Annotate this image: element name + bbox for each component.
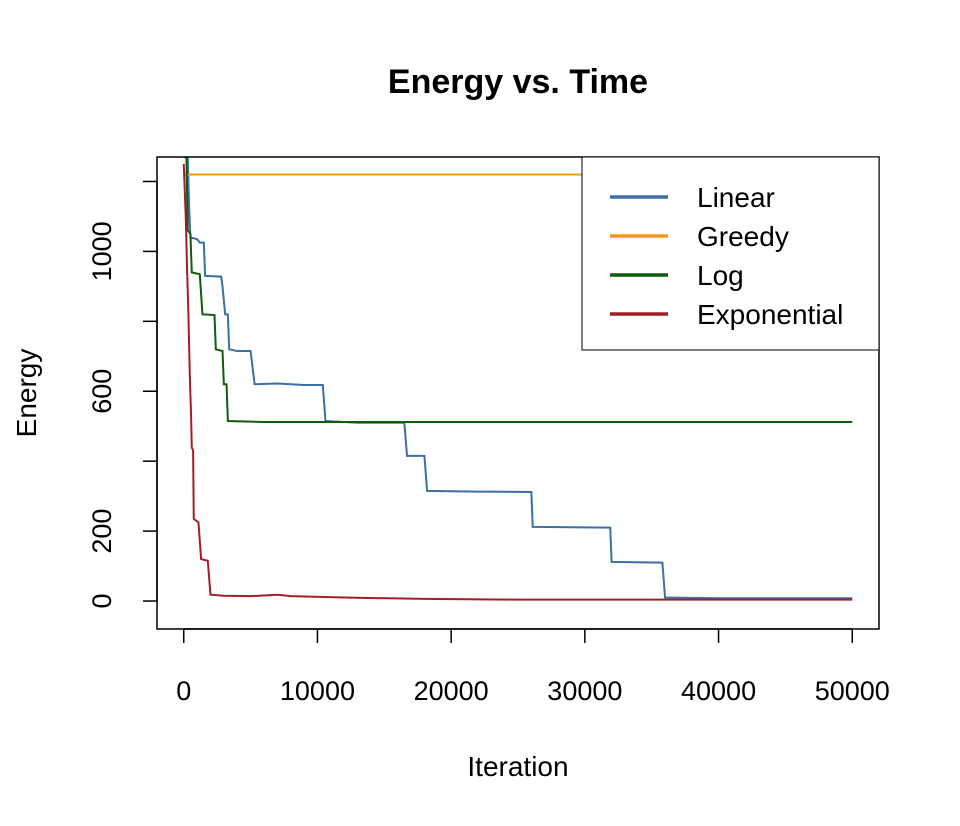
- chart-title: Energy vs. Time: [388, 63, 648, 101]
- legend-label-greedy: Greedy: [697, 221, 789, 252]
- legend-box: [581, 156, 880, 351]
- x-tick-label: 10000: [280, 676, 355, 706]
- y-tick-label: 0: [87, 594, 117, 609]
- x-tick-label: 50000: [815, 676, 890, 706]
- x-axis-label: Iteration: [467, 751, 568, 782]
- x-tick-label: 0: [176, 676, 191, 706]
- y-tick-label: 1000: [87, 221, 117, 281]
- x-tick-label: 30000: [547, 676, 622, 706]
- series-layer: [182, 157, 853, 601]
- y-tick-label: 200: [87, 509, 117, 554]
- y-axis: 0 200 600 1000: [87, 180, 158, 609]
- y-tick-label: 600: [87, 369, 117, 414]
- legend-label-log: Log: [697, 260, 744, 291]
- x-axis: 0 10000 20000 30000 40000 50000: [176, 628, 890, 706]
- series-line-log: [183, 157, 853, 424]
- y-axis-label: Energy: [11, 349, 42, 438]
- series-line-exponential: [182, 163, 853, 601]
- legend-label-exponential: Exponential: [697, 299, 843, 330]
- legend: Linear Greedy Log Exponential: [581, 156, 880, 351]
- legend-label-linear: Linear: [697, 182, 775, 213]
- x-tick-label: 20000: [414, 676, 489, 706]
- x-tick-label: 40000: [681, 676, 756, 706]
- series-line-linear: [183, 157, 853, 600]
